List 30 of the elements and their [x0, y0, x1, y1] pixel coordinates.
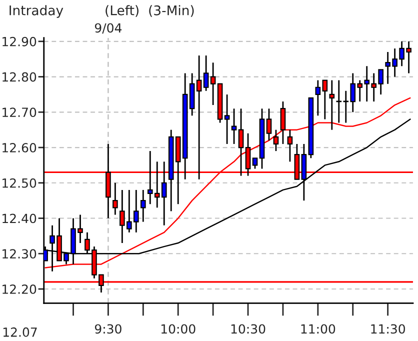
- candlestick: [315, 80, 321, 116]
- candlestick: [252, 157, 258, 170]
- candlestick: [322, 80, 328, 120]
- y-tick-label: 12.70: [2, 108, 36, 118]
- x-tick-label: 9:30: [94, 324, 122, 334]
- x-tick-label: 10:30: [231, 324, 266, 334]
- x-tick-label: 10:00: [161, 324, 196, 334]
- candlestick: [231, 108, 237, 145]
- y-tick-label: 12.20: [2, 284, 36, 294]
- text: 12.07: [3, 327, 37, 337]
- y-tick-label: 12.50: [2, 178, 36, 188]
- y-tick-label: 12.90: [2, 36, 36, 46]
- y-tick-label: 12.30: [2, 249, 36, 259]
- candlestick: [266, 108, 272, 142]
- chart-subtitle: Intraday: [10, 5, 64, 18]
- candlestick: [287, 129, 293, 162]
- chart-title: (Left) (3-Min): [106, 5, 194, 17]
- y-tick-label: 12.60: [2, 142, 36, 152]
- ref-line-label: 9/04: [94, 23, 122, 34]
- candlestick: [210, 62, 216, 106]
- candlestick: [280, 100, 286, 145]
- candlestick: [203, 54, 209, 92]
- y-tick-label: 12.80: [2, 72, 36, 82]
- y-tick-label: 12.40: [2, 214, 36, 224]
- x-tick-label: 11:00: [301, 324, 336, 334]
- candlestick: [273, 129, 279, 152]
- candlestick: [224, 94, 230, 145]
- candlestick: [112, 182, 118, 216]
- candlestick: [140, 189, 146, 222]
- x-tick-label: 11:30: [371, 324, 405, 334]
